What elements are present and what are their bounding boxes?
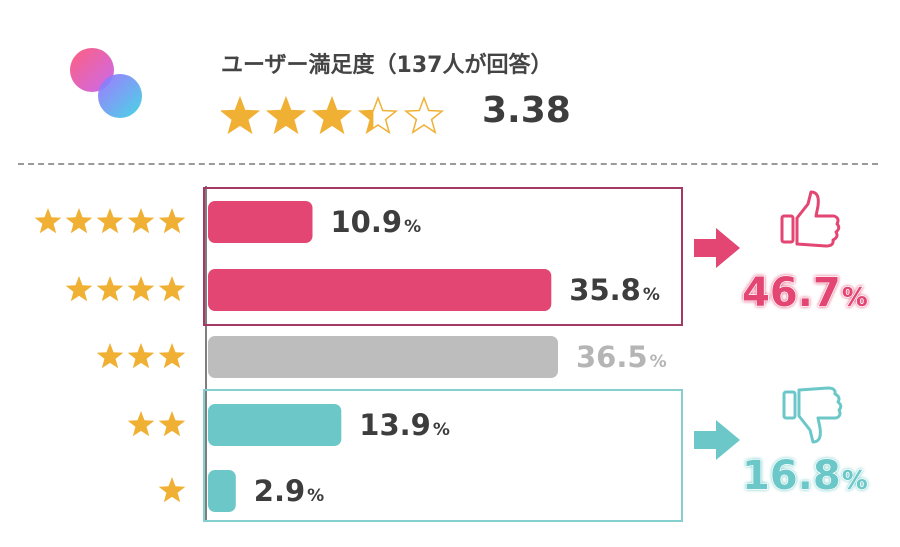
bar: [208, 269, 552, 311]
category-star-icon: [158, 411, 186, 437]
rating-star-icon: [403, 95, 445, 135]
positive-arrow-icon: [694, 228, 740, 268]
positive-total-label: 46.7%: [742, 270, 868, 316]
category-star-icon: [127, 343, 155, 369]
category-star-icon: [158, 208, 186, 234]
positive-group-frame: [203, 187, 683, 326]
negative-group-frame: [203, 389, 683, 522]
bar: [208, 470, 236, 512]
rating-star-icon: [311, 95, 353, 135]
negative-arrow-icon: [694, 420, 740, 460]
category-star-icon: [96, 276, 124, 302]
bar-value-label: 13.9%: [359, 408, 450, 442]
category-stars-label: ★: [158, 477, 186, 503]
thumbs-up-icon: [780, 190, 841, 248]
category-star-icon: [65, 276, 93, 302]
category-star-icon: [127, 276, 155, 302]
average-star-rating: [219, 93, 471, 145]
page-title: ユーザー満足度（137人が回答）: [221, 53, 553, 78]
bar: [208, 336, 558, 378]
rating-star-icon: [357, 95, 399, 135]
category-star-icon: [158, 477, 186, 503]
rating-star-icon: [265, 95, 307, 135]
category-stars-label: ★★: [127, 411, 186, 437]
category-star-icon: [127, 208, 155, 234]
category-star-icon: [65, 208, 93, 234]
average-rating-value: 3.38: [482, 90, 571, 131]
category-star-icon: [34, 208, 62, 234]
bar-value-label: 35.8%: [569, 273, 660, 307]
bar-value-label: 2.9%: [254, 474, 324, 508]
category-stars-label: ★★★: [96, 343, 186, 369]
app-logo: [68, 46, 148, 126]
category-stars-label: ★★★★★: [34, 208, 186, 234]
bar-value-label: 10.9%: [331, 205, 422, 239]
category-stars-label: ★★★★: [65, 276, 186, 302]
thumbs-down-icon: [782, 386, 843, 444]
category-star-icon: [96, 208, 124, 234]
category-star-icon: [158, 276, 186, 302]
category-star-icon: [96, 343, 124, 369]
negative-total-label: 16.8%: [742, 453, 868, 499]
rating-star-icon: [219, 95, 261, 135]
category-star-icon: [158, 343, 186, 369]
bar: [208, 201, 313, 243]
category-star-icon: [127, 411, 155, 437]
divider: [18, 163, 878, 165]
bar: [208, 404, 342, 446]
bar-value-label: 36.5%: [576, 340, 667, 374]
